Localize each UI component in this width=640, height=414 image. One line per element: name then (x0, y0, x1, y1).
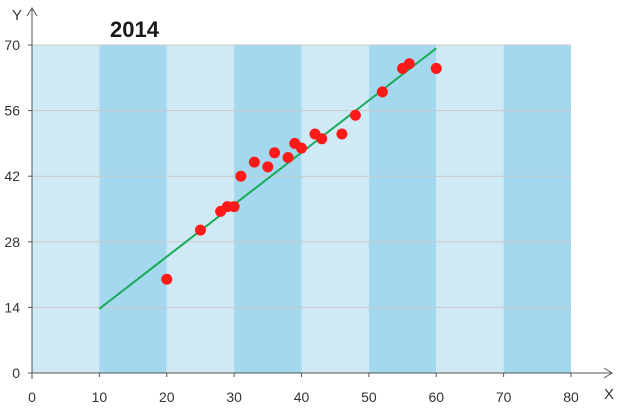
background-band (99, 45, 167, 373)
data-point (269, 147, 281, 159)
x-tick-label: 60 (428, 389, 444, 405)
x-tick-label: 70 (496, 389, 512, 405)
data-point (262, 161, 274, 173)
y-tick-label: 42 (4, 168, 20, 184)
data-point (403, 58, 415, 70)
x-tick-label: 20 (159, 389, 175, 405)
x-tick-labels: 0 10 20 30 40 50 60 70 80 (28, 373, 579, 405)
data-point (336, 128, 348, 140)
x-tick-label: 50 (361, 389, 377, 405)
background-band (234, 45, 302, 373)
y-tick-label: 14 (4, 299, 20, 315)
y-tick-label: 70 (4, 37, 20, 53)
y-tick-labels: 0 14 28 42 56 70 (4, 37, 32, 381)
x-tick-label: 30 (226, 389, 242, 405)
background-band (32, 45, 100, 373)
background-band (436, 45, 504, 373)
y-axis-label: Y (12, 7, 22, 24)
chart-title: 2014 (110, 17, 160, 42)
data-point (248, 156, 260, 168)
data-point (161, 273, 173, 285)
background-band (368, 45, 437, 373)
x-tick-label: 0 (28, 389, 36, 405)
y-tick-label: 56 (4, 103, 20, 119)
data-point (376, 86, 388, 98)
y-tick-label: 0 (12, 365, 20, 381)
x-tick-label: 10 (92, 389, 108, 405)
data-points (161, 58, 442, 285)
x-tick-label: 40 (294, 389, 310, 405)
data-point (235, 170, 247, 182)
axes (26, 7, 613, 379)
background-band (301, 45, 369, 373)
data-point (430, 62, 442, 74)
data-point (349, 109, 361, 121)
data-point (194, 224, 206, 236)
data-point (316, 133, 328, 145)
data-point (282, 151, 294, 163)
x-axis-arrow (603, 367, 613, 379)
horizontal-gridlines (32, 44, 571, 308)
data-point (296, 142, 307, 154)
y-axis-arrow (26, 7, 38, 17)
x-tick-label: 80 (563, 389, 579, 405)
y-tick-label: 28 (4, 234, 20, 250)
background-band (503, 45, 571, 373)
x-axis-label: X (604, 386, 614, 403)
data-point (228, 201, 240, 213)
background-bands (32, 45, 571, 373)
